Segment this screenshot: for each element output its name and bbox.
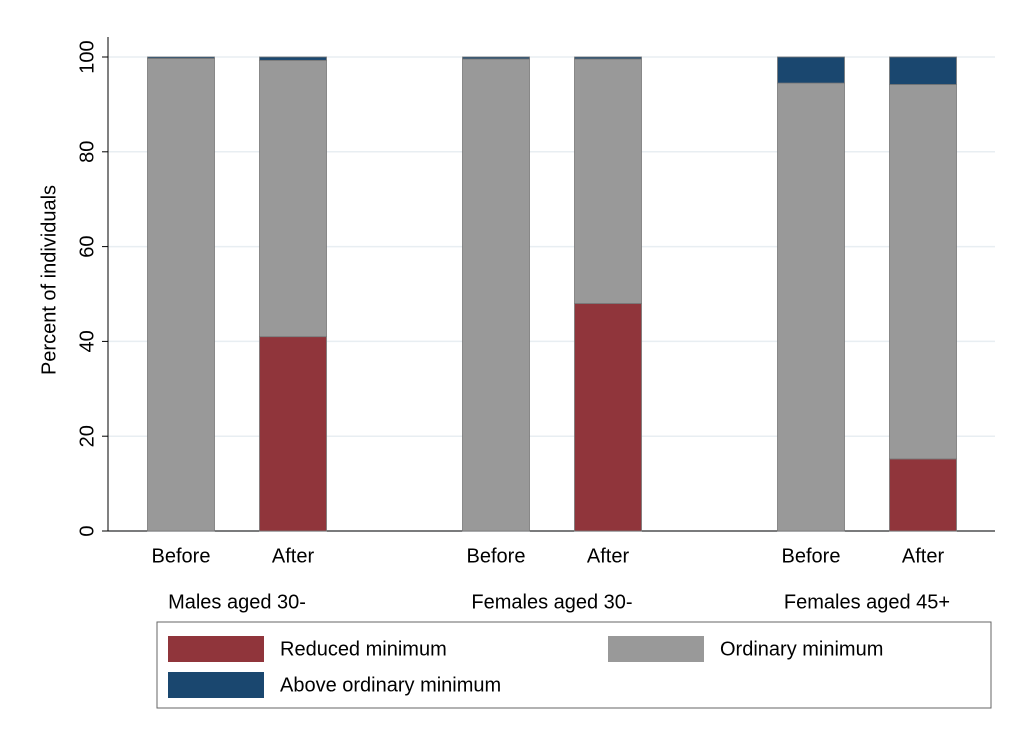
legend-label: Reduced minimum (280, 638, 447, 660)
y-axis-label: Percent of individuals (38, 185, 60, 375)
group-label: Males aged 30- (168, 591, 306, 613)
bar-segment (147, 58, 215, 532)
legend-swatch (168, 636, 264, 662)
x-tick-label: Before (782, 545, 841, 567)
bar-segment (259, 56, 327, 61)
bar-segment (777, 56, 845, 84)
y-tick-label: 20 (76, 425, 98, 447)
legend-swatch (608, 636, 704, 662)
legend-label: Above ordinary minimum (280, 674, 501, 696)
x-tick-label: After (902, 545, 945, 567)
legend-label: Ordinary minimum (720, 638, 883, 660)
bar-segment (889, 458, 957, 532)
group-label: Females aged 30- (471, 591, 632, 613)
bar-segment (889, 56, 957, 85)
bar-segment (574, 303, 642, 532)
legend-swatch (168, 672, 264, 698)
bar-segment (462, 56, 530, 60)
x-tick-label: After (272, 545, 315, 567)
bar-segment (889, 84, 957, 460)
y-tick-label: 40 (76, 330, 98, 352)
bar-segment (574, 56, 642, 60)
y-tick-label: 100 (76, 40, 98, 73)
group-label: Females aged 45+ (784, 591, 950, 613)
bar-segment (574, 58, 642, 304)
bar-segment (259, 59, 327, 338)
x-tick-label: Before (467, 545, 526, 567)
x-tick-label: Before (152, 545, 211, 567)
legend-box (156, 621, 992, 709)
x-tick-label: After (587, 545, 630, 567)
y-tick-label: 60 (76, 235, 98, 257)
bar-segment (462, 58, 530, 532)
bar-segment (777, 82, 845, 532)
y-tick-label: 80 (76, 141, 98, 163)
y-tick-label: 0 (76, 525, 98, 536)
bar-segment (147, 56, 215, 59)
bar-segment (259, 336, 327, 532)
